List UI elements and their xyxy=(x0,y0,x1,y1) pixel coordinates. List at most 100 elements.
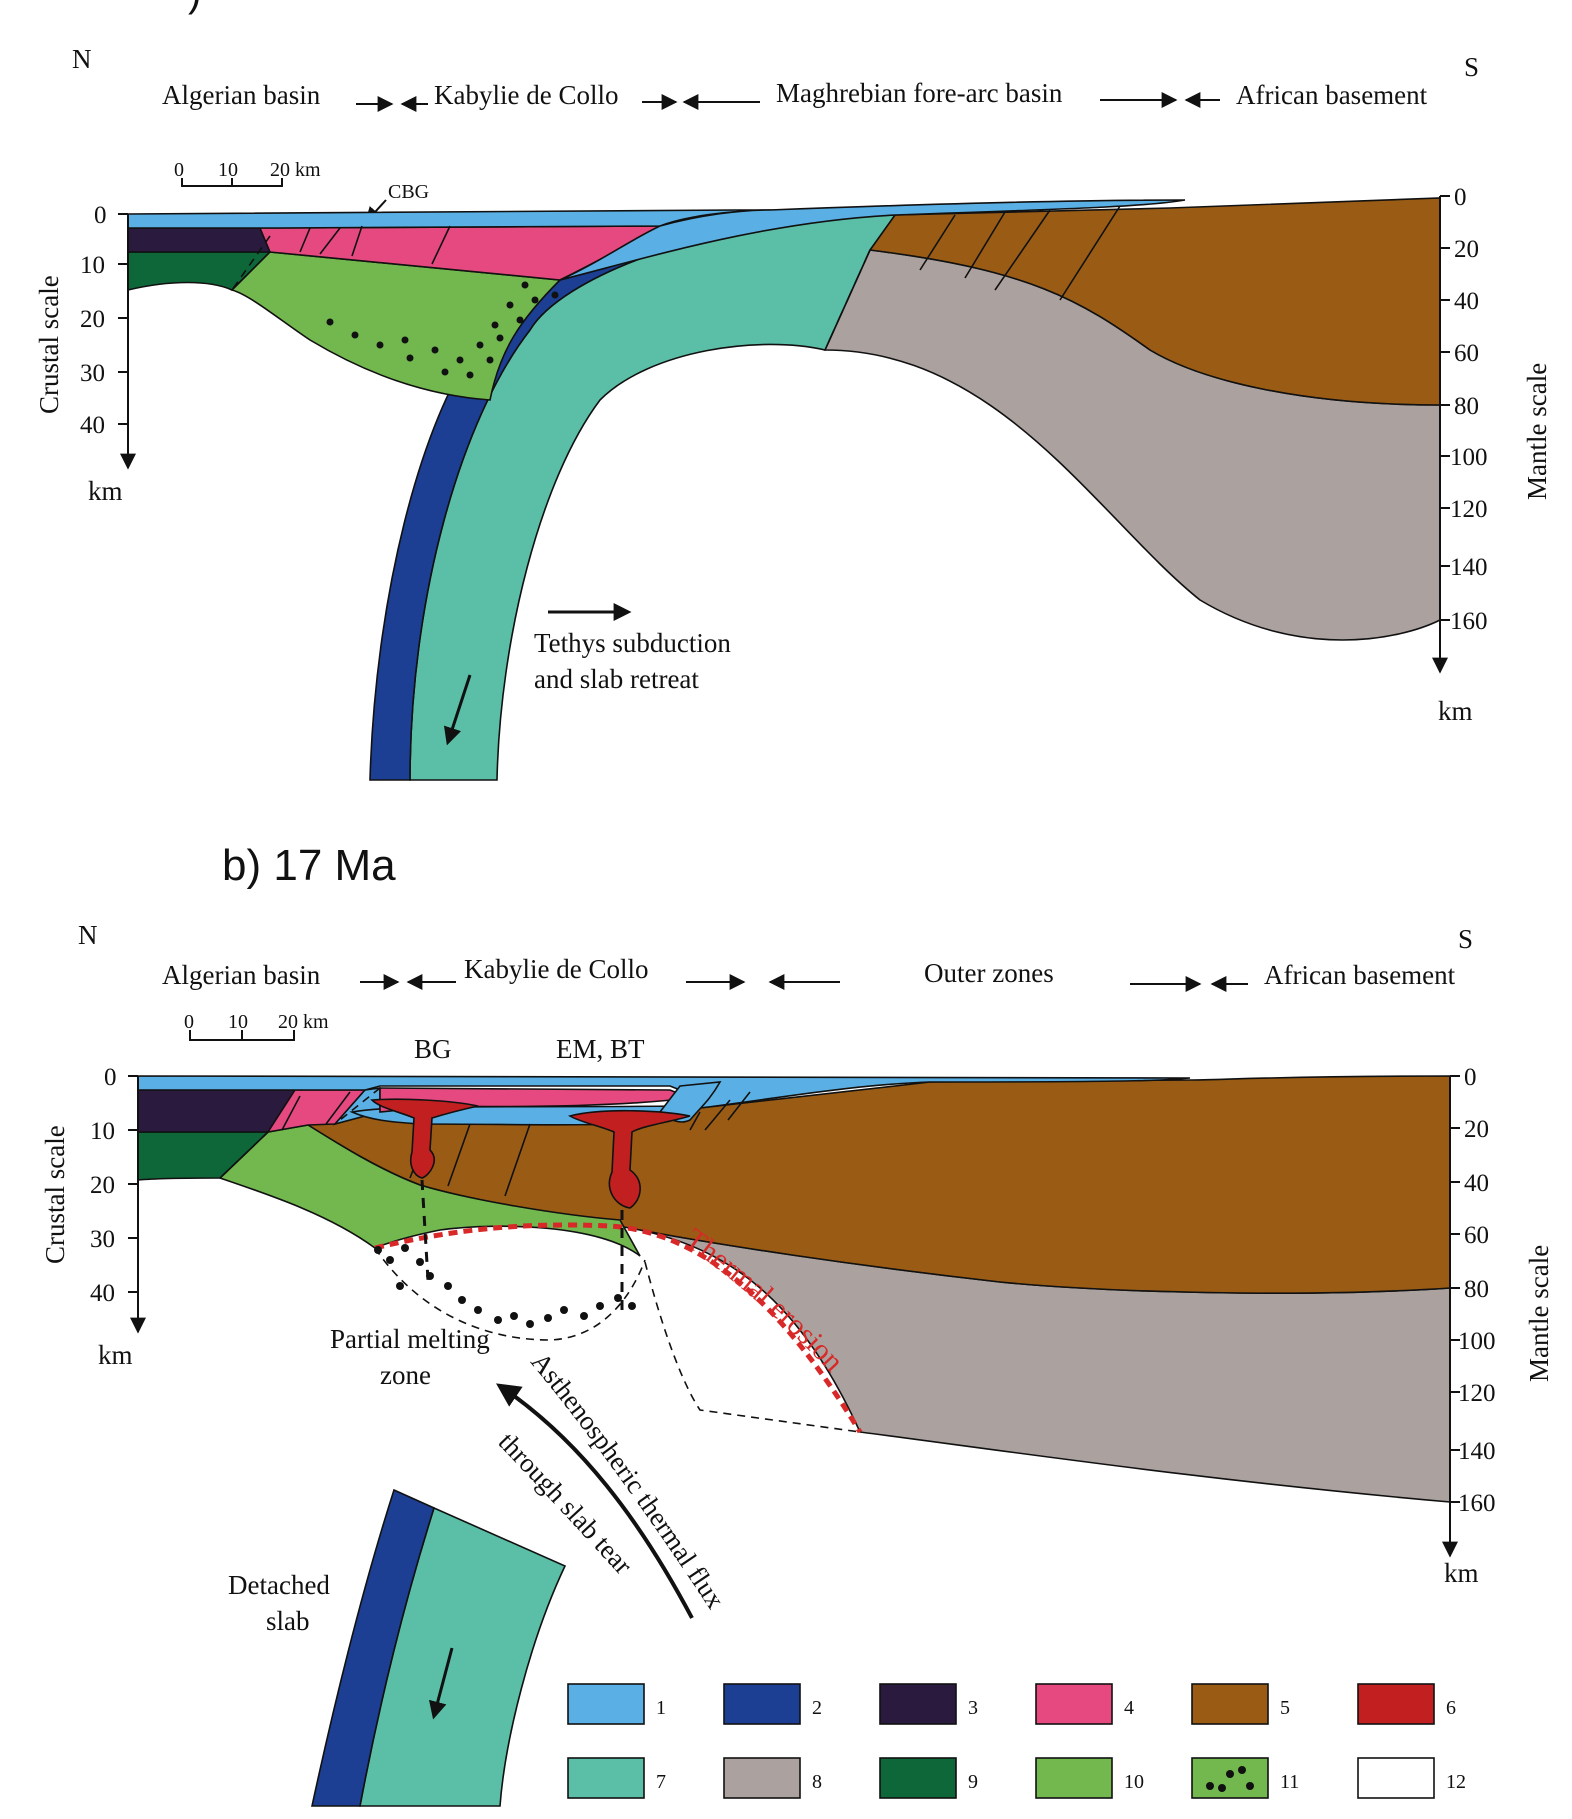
legend-item-3: 3 xyxy=(879,1683,978,1725)
slab-sinking-arrow-b xyxy=(428,1647,454,1720)
region-header-b: Algerian basin Kabylie de Collo Outer zo… xyxy=(162,954,1456,992)
magma-intrusions xyxy=(370,1098,691,1310)
legend-number: 12 xyxy=(1446,1771,1466,1793)
region-label: Maghrebian fore-arc basin xyxy=(776,78,1063,108)
region-label: Kabylie de Collo xyxy=(464,954,648,984)
legend-item-6: 6 xyxy=(1357,1683,1456,1725)
svg-text:100: 100 xyxy=(1458,1328,1496,1355)
crustal-axis-a: 0 10 20 30 40 km Crustal scale xyxy=(34,202,136,506)
mantle-unit-b: km xyxy=(1444,1558,1479,1588)
region-label: Outer zones xyxy=(924,958,1054,988)
partial-melting-zone-label: zone xyxy=(380,1360,431,1390)
svg-text:20 km: 20 km xyxy=(278,1011,329,1033)
legend-item-4: 4 xyxy=(1035,1683,1134,1725)
svg-text:80: 80 xyxy=(1464,1276,1489,1303)
panel-b: b) 17 Ma N S Algerian basin Kabylie de C… xyxy=(40,841,1554,1807)
legend-item-1: 1 xyxy=(567,1683,666,1725)
svg-text:80: 80 xyxy=(1454,393,1479,420)
legend-item-8: 8 xyxy=(723,1757,822,1799)
legend-swatch xyxy=(879,1683,957,1725)
cbg-label: CBG xyxy=(388,181,429,203)
svg-text:120: 120 xyxy=(1458,1380,1496,1407)
crustal-unit-b: km xyxy=(98,1340,133,1370)
legend-swatch xyxy=(1191,1683,1269,1725)
svg-text:30: 30 xyxy=(80,360,105,387)
legend-swatch xyxy=(567,1757,645,1799)
scale-bar-a: 0 10 20 km xyxy=(174,159,321,187)
legend-number: 1 xyxy=(656,1697,666,1719)
svg-text:0: 0 xyxy=(174,159,184,181)
north-label-a: N xyxy=(72,44,92,74)
svg-text:20: 20 xyxy=(1464,1116,1489,1143)
mantle-axis-b: 0 20 40 60 80 100 120 140 160 km Mantle … xyxy=(1442,1064,1554,1588)
svg-text:140: 140 xyxy=(1450,554,1488,581)
legend-number: 4 xyxy=(1124,1697,1134,1719)
svg-text:10: 10 xyxy=(218,159,238,181)
region-label: Kabylie de Collo xyxy=(434,80,618,110)
svg-text:): ) xyxy=(188,0,201,15)
svg-text:160: 160 xyxy=(1458,1490,1496,1517)
crustal-axis-b: 0 10 20 30 40 km Crustal scale xyxy=(40,1064,146,1370)
legend-item-7: 7 xyxy=(567,1757,666,1799)
region-header-a: Algerian basin Kabylie de Collo Maghrebi… xyxy=(162,78,1428,112)
thermal-flux-arrow xyxy=(496,1383,694,1619)
svg-text:20: 20 xyxy=(1454,236,1479,263)
legend-number: 2 xyxy=(812,1697,822,1719)
svg-text:20: 20 xyxy=(90,1172,115,1199)
svg-text:60: 60 xyxy=(1454,340,1479,367)
svg-text:30: 30 xyxy=(90,1226,115,1253)
region-label: Algerian basin xyxy=(162,960,321,990)
svg-text:10: 10 xyxy=(228,1011,248,1033)
slab-retreat-label: and slab retreat xyxy=(534,664,699,694)
legend-swatch xyxy=(879,1757,957,1799)
south-label-a: S xyxy=(1464,52,1479,82)
detached-slab xyxy=(311,1488,567,1807)
cross-section-a xyxy=(127,197,1441,781)
legend-number: 3 xyxy=(968,1697,978,1719)
svg-text:0: 0 xyxy=(1464,1064,1477,1091)
scale-bar-b: 0 10 20 km xyxy=(184,1011,329,1041)
bg-label: BG xyxy=(414,1034,452,1064)
svg-text:0: 0 xyxy=(184,1011,194,1033)
svg-text:160: 160 xyxy=(1450,608,1488,635)
slab-label: slab xyxy=(266,1606,310,1636)
legend-swatch xyxy=(567,1683,645,1725)
legend: 1 2 3 4 5 67 8 9 10 11 12 xyxy=(567,1683,1466,1799)
legend-swatch xyxy=(1357,1757,1435,1799)
tethys-subduction-label: Tethys subduction xyxy=(534,628,731,658)
svg-text:20: 20 xyxy=(80,306,105,333)
south-label-b: S xyxy=(1458,924,1473,954)
cross-section-b xyxy=(137,1075,1451,1503)
svg-text:20 km: 20 km xyxy=(270,159,321,181)
legend-item-5: 5 xyxy=(1191,1683,1290,1725)
svg-text:0: 0 xyxy=(1454,184,1467,211)
svg-text:40: 40 xyxy=(80,412,105,439)
legend-number: 8 xyxy=(812,1771,822,1793)
legend-item-9: 9 xyxy=(879,1757,978,1799)
legend-number: 9 xyxy=(968,1771,978,1793)
svg-text:60: 60 xyxy=(1464,1222,1489,1249)
legend-number: 5 xyxy=(1280,1697,1290,1719)
legend-swatch xyxy=(723,1683,801,1725)
legend-item-11: 11 xyxy=(1191,1757,1299,1799)
dots-pattern-a xyxy=(326,281,559,379)
panel-b-title: b) 17 Ma xyxy=(222,841,396,890)
partial-melting-label: Partial melting xyxy=(330,1324,490,1354)
svg-text:10: 10 xyxy=(80,252,105,279)
crustal-axis-title-a: Crustal scale xyxy=(34,275,64,414)
mantle-unit-a: km xyxy=(1438,696,1473,726)
region-label: Algerian basin xyxy=(162,80,321,110)
svg-text:100: 100 xyxy=(1450,444,1488,471)
svg-text:40: 40 xyxy=(1464,1170,1489,1197)
melt-dots xyxy=(374,1244,636,1328)
legend-swatch xyxy=(723,1757,801,1799)
svg-text:0: 0 xyxy=(94,202,107,229)
legend-swatch xyxy=(1035,1683,1113,1725)
mantle-axis-a: 0 20 40 60 80 100 120 140 160 km Mantle … xyxy=(1432,184,1552,726)
detached-label: Detached xyxy=(228,1570,330,1600)
legend-number: 7 xyxy=(656,1771,666,1793)
crustal-unit-a: km xyxy=(88,476,123,506)
slab-sinking-arrow-a xyxy=(443,674,472,746)
region-label: African basement xyxy=(1264,960,1456,990)
